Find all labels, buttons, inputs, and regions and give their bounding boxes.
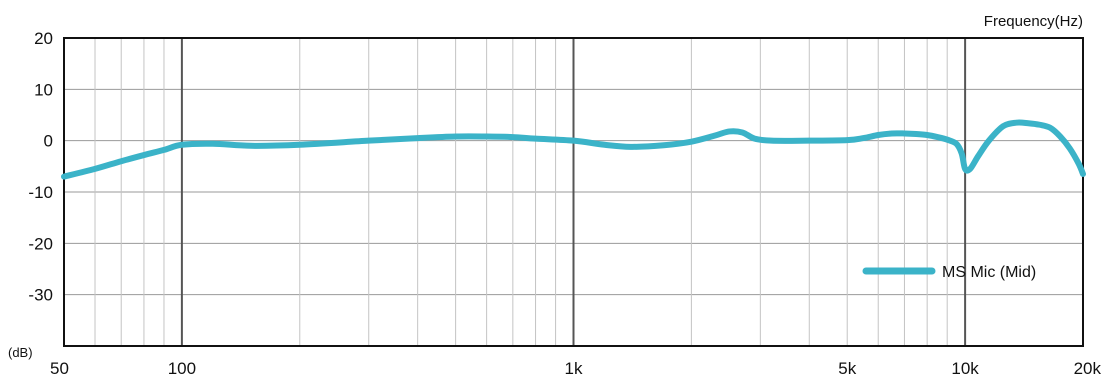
y-axis-label: (dB): [8, 345, 33, 360]
grid-layer: [64, 38, 1083, 346]
y-tick-label: -20: [28, 234, 53, 253]
y-tick-label: 20: [34, 29, 53, 48]
legend: MS Mic (Mid): [862, 264, 1036, 281]
x-tick-label: 20k: [1074, 359, 1102, 378]
series-layer: [61, 119, 1086, 180]
x-axis-label: Frequency(Hz): [984, 13, 1083, 30]
y-tick-label: -10: [28, 183, 53, 202]
x-tick-label: 50: [50, 359, 69, 378]
y-tick-label: -30: [28, 286, 53, 305]
y-tick-label: 0: [44, 132, 53, 151]
series-line-ms-mic-mid: [61, 119, 1086, 180]
x-tick-label: 5k: [838, 359, 856, 378]
legend-label-ms-mic-mid: MS Mic (Mid): [942, 264, 1036, 281]
y-tick-label: 10: [34, 80, 53, 99]
x-tick-label: 1k: [565, 359, 583, 378]
x-tick-label: 10k: [951, 359, 979, 378]
x-tick-label: 100: [168, 359, 196, 378]
plot-frame: [63, 37, 1084, 347]
